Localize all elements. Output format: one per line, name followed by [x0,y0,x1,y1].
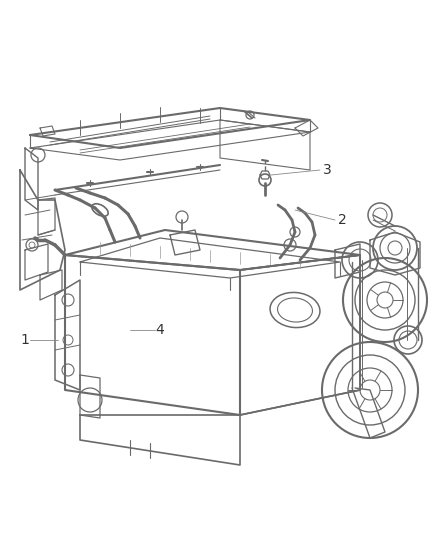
Text: 2: 2 [338,213,347,227]
Text: 4: 4 [155,323,164,337]
Text: 3: 3 [323,163,332,177]
Text: 1: 1 [20,333,29,347]
